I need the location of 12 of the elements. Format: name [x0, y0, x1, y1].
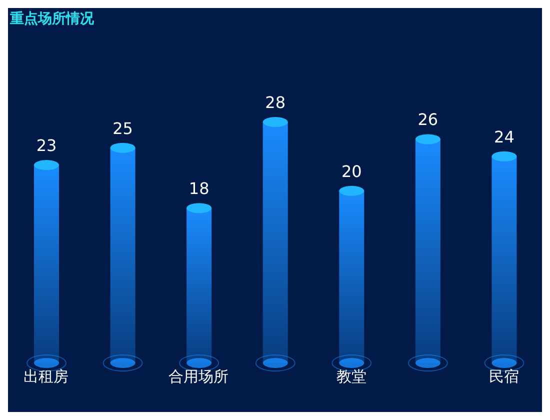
data-label: 28 [265, 93, 286, 112]
x-tick-label: 出租房 [24, 368, 69, 386]
data-label: 20 [341, 162, 362, 181]
data-label: 23 [36, 136, 57, 156]
x-tick-label: 民宿 [488, 368, 519, 386]
chart-title: 重点场所情况 [10, 10, 94, 28]
data-label: 26 [418, 110, 438, 130]
data-label: 18 [188, 179, 210, 198]
x-tick-label: 教堂 [336, 368, 366, 386]
data-label: 24 [494, 127, 514, 146]
data-label: 25 [112, 118, 133, 138]
x-tick-label: 合用场所 [168, 368, 229, 386]
